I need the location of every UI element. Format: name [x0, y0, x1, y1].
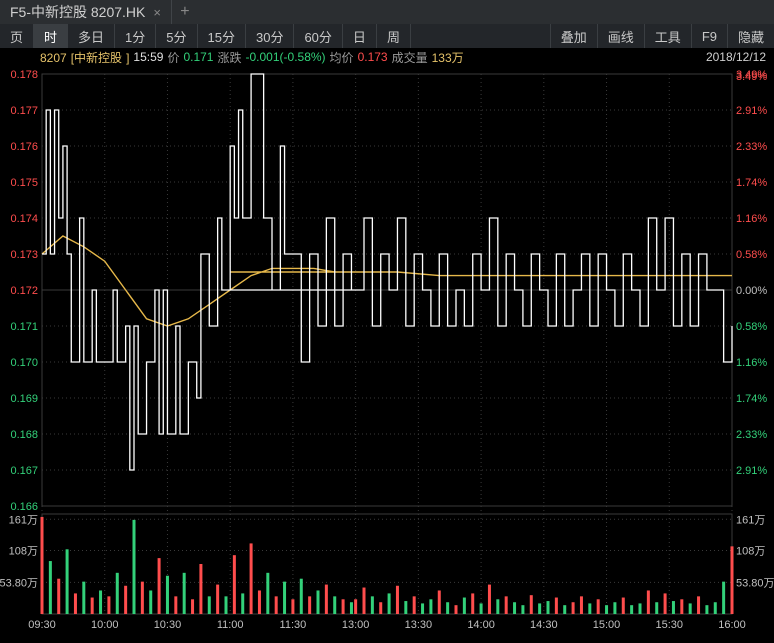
avg-label: 均价: [330, 49, 354, 66]
tf-5分[interactable]: 5分: [156, 24, 197, 48]
info-line: 8207[中新控股] 15:59 价 0.171 涨跌 -0.001(-0.58…: [0, 48, 774, 66]
svg-text:0.173: 0.173: [10, 249, 38, 261]
tf-60分[interactable]: 60分: [294, 24, 342, 48]
svg-text:1.16%: 1.16%: [736, 357, 767, 369]
tab-add-button[interactable]: +: [172, 0, 198, 24]
svg-text:161万: 161万: [736, 514, 765, 526]
svg-text:108万: 108万: [9, 545, 38, 557]
svg-text:0.166: 0.166: [10, 501, 38, 513]
svg-text:11:00: 11:00: [217, 619, 244, 631]
svg-text:2.33%: 2.33%: [736, 429, 767, 441]
svg-text:1.74%: 1.74%: [736, 177, 767, 189]
vol-value: 133万: [432, 49, 464, 66]
toolbtn-叠加[interactable]: 叠加: [550, 24, 597, 48]
vol-label: 成交量: [392, 49, 428, 66]
svg-text:10:30: 10:30: [154, 619, 182, 631]
svg-text:16:00: 16:00: [718, 619, 746, 631]
svg-text:161万: 161万: [9, 514, 38, 526]
price-label: 价: [167, 49, 179, 66]
svg-text:0.176: 0.176: [10, 141, 38, 153]
tf-active[interactable]: 时: [34, 24, 68, 48]
svg-text:0.00%: 0.00%: [736, 285, 767, 297]
svg-text:0.177: 0.177: [10, 105, 38, 117]
tf-15分[interactable]: 15分: [198, 24, 246, 48]
svg-text:15:00: 15:00: [593, 619, 621, 631]
tf-周[interactable]: 周: [377, 24, 411, 48]
toolbtn-隐藏[interactable]: 隐藏: [727, 24, 774, 48]
svg-text:1.16%: 1.16%: [736, 213, 767, 225]
svg-text:108万: 108万: [736, 545, 765, 557]
info-date: 2018/12/12: [706, 50, 766, 64]
info-time: 15:59: [133, 50, 163, 64]
chart-area[interactable]: 0.167 0.168 0.169 0.170 0.171 0.172 0.173 0.174…: [0, 66, 774, 643]
toolbtn-工具[interactable]: 工具: [644, 24, 691, 48]
tab-title: F5-中新控股 8207.HK: [10, 2, 145, 22]
svg-text:0.171: 0.171: [10, 321, 38, 333]
tab-strip: F5-中新控股 8207.HK × +: [0, 0, 774, 25]
svg-text:0.174: 0.174: [10, 213, 38, 225]
svg-text:53.80万: 53.80万: [736, 577, 774, 589]
svg-text:2.91%: 2.91%: [736, 465, 767, 477]
svg-text:0.178: 0.178: [10, 69, 38, 81]
svg-text:0.58%: 0.58%: [736, 249, 767, 261]
price-value: 0.171: [183, 50, 213, 64]
svg-text:09:30: 09:30: [28, 619, 56, 631]
svg-text:1.74%: 1.74%: [736, 393, 767, 405]
svg-text:0.167: 0.167: [10, 465, 38, 477]
tab-stock[interactable]: F5-中新控股 8207.HK ×: [0, 0, 172, 24]
svg-text:2.91%: 2.91%: [736, 105, 767, 117]
change-label: 涨跌: [217, 49, 241, 66]
svg-text:0.168: 0.168: [10, 429, 38, 441]
timeframe-bar: 页 时 多日1分5分15分30分60分日周 叠加画线工具F9隐藏: [0, 24, 774, 49]
svg-text:0.172: 0.172: [10, 285, 38, 297]
toolbtn-F9[interactable]: F9: [691, 24, 727, 48]
svg-text:11:30: 11:30: [280, 619, 307, 631]
tf-30分[interactable]: 30分: [246, 24, 294, 48]
tf-日[interactable]: 日: [343, 24, 377, 48]
svg-text:13:30: 13:30: [405, 619, 433, 631]
svg-text:13:00: 13:00: [342, 619, 370, 631]
svg-text:53.80万: 53.80万: [0, 577, 38, 589]
svg-text:15:30: 15:30: [656, 619, 684, 631]
tf-多日[interactable]: 多日: [68, 24, 115, 48]
svg-text:3.49%: 3.49%: [736, 71, 767, 83]
svg-text:14:00: 14:00: [467, 619, 495, 631]
svg-text:0.170: 0.170: [10, 357, 38, 369]
change-value: -0.001(-0.58%): [246, 50, 326, 64]
toolbtn-画线[interactable]: 画线: [597, 24, 644, 48]
svg-text:2.33%: 2.33%: [736, 141, 767, 153]
info-code: 8207[中新控股]: [40, 49, 129, 66]
svg-text:0.58%: 0.58%: [736, 321, 767, 333]
tf-1分[interactable]: 1分: [115, 24, 156, 48]
svg-text:10:00: 10:00: [91, 619, 119, 631]
svg-text:0.175: 0.175: [10, 177, 38, 189]
svg-text:14:30: 14:30: [530, 619, 558, 631]
svg-text:0.169: 0.169: [10, 393, 38, 405]
close-icon[interactable]: ×: [153, 5, 161, 20]
tf-page[interactable]: 页: [0, 24, 34, 48]
avg-value: 0.173: [358, 50, 388, 64]
